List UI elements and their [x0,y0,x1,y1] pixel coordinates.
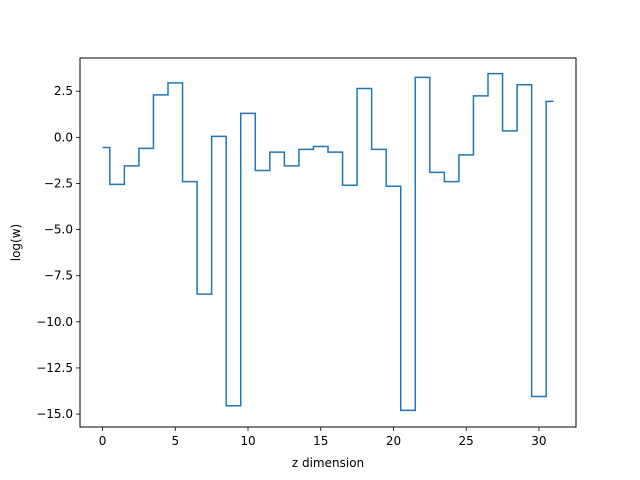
x-tick-label: 30 [531,434,546,448]
x-tick-label: 10 [240,434,255,448]
y-axis: 2.5 0.0 −2.5 −5.0 −7.5 −10.0 −12.5 −15.0 [36,84,80,421]
y-tick-label: 0.0 [54,130,73,144]
data-layer [102,72,554,412]
x-axis-label: z dimension [292,456,364,470]
x-tick-label: 5 [171,434,179,448]
y-tick-label: −5.0 [44,223,73,237]
y-axis-label: log(w) [9,224,23,261]
plot-frame [79,57,577,428]
y-tick-label: −7.5 [44,269,73,283]
y-tick-label: −15.0 [36,407,73,421]
y-tick-label: −12.5 [36,361,73,375]
x-tick-label: 25 [459,434,474,448]
x-axis: 0 5 10 15 20 25 30 [99,427,547,448]
y-tick-label: 2.5 [54,84,73,98]
x-tick-label: 15 [313,434,328,448]
x-tick-label: 0 [99,434,107,448]
y-tick-label: −10.0 [36,315,73,329]
series-line-0 [102,72,554,412]
x-tick-label: 20 [386,434,401,448]
y-tick-label: −2.5 [44,176,73,190]
